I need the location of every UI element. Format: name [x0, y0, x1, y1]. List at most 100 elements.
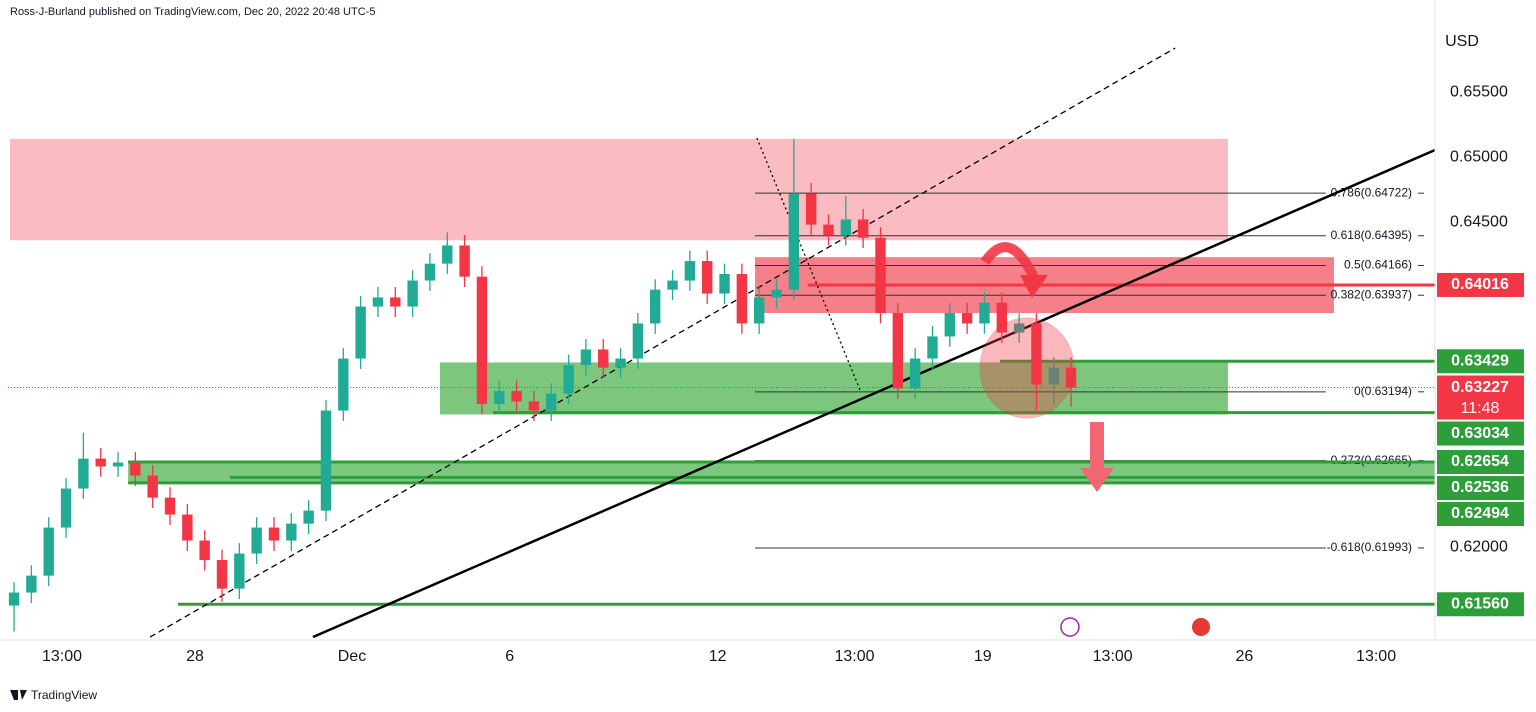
- candle-body: [459, 245, 470, 277]
- candle-body: [251, 527, 262, 554]
- candle-body: [563, 365, 574, 394]
- candle-body: [840, 219, 852, 236]
- candle-body: [927, 336, 938, 359]
- x-tick-label: 6: [505, 648, 514, 665]
- candle-body: [182, 514, 193, 541]
- y-tick-label: 0.62000: [1450, 538, 1508, 555]
- candle-body: [1048, 367, 1059, 385]
- candle-body: [615, 358, 626, 368]
- down-arrow-head: [1080, 468, 1114, 492]
- annotations: [979, 242, 1210, 637]
- candle-body: [476, 276, 488, 405]
- price-label-box: [1437, 476, 1524, 501]
- currency: USD: [1445, 33, 1479, 50]
- candles: [8, 138, 1077, 632]
- candle-body: [875, 237, 886, 314]
- price-label-box: [1437, 421, 1524, 446]
- axes: 13:00 28 Dec 6 12 13:00 19 13:00 26 13:00 0.65500 0…: [42, 83, 1508, 665]
- candle-body: [199, 540, 210, 561]
- price-label: 0.63429: [1451, 352, 1509, 369]
- candle-body: [60, 488, 72, 528]
- candle-body: [771, 289, 782, 298]
- trend-line: [312, 148, 1436, 639]
- price-label: 0.61560: [1451, 595, 1509, 612]
- zone: [439, 362, 1228, 415]
- price-label-box: [1437, 375, 1524, 420]
- x-tick-label: 13:00: [1356, 648, 1396, 665]
- candle-body: [78, 458, 89, 489]
- price-label-box: [1437, 592, 1524, 617]
- candle-body: [684, 261, 696, 281]
- publisher: Ross-J-Burland published on TradingView.…: [10, 6, 375, 18]
- circle-highlight: [979, 317, 1075, 419]
- candle-body: [598, 349, 609, 368]
- fib-label: 0.5(0.64166): [1344, 258, 1412, 272]
- fib-label: 0.786(0.64722): [1331, 185, 1412, 199]
- candle-body: [164, 497, 176, 515]
- candle-body: [632, 323, 644, 359]
- candle-body: [961, 313, 973, 324]
- candle-body: [650, 289, 661, 324]
- x-tick-label: 26: [1235, 648, 1253, 665]
- fib-label: 0.382(0.63937): [1331, 287, 1412, 301]
- candle-body: [667, 280, 678, 290]
- price-label: 0.64016: [1451, 276, 1509, 293]
- countdown: 11:48: [1461, 400, 1500, 417]
- candle-body: [788, 193, 800, 290]
- candle-body: [234, 553, 245, 589]
- candle-body: [857, 219, 869, 238]
- candle-body: [979, 302, 990, 324]
- price-label-box: [1437, 272, 1524, 297]
- candle-body: [130, 462, 141, 476]
- trend-line: [756, 137, 861, 391]
- candle-body: [892, 313, 904, 389]
- event-icon: [1060, 617, 1080, 637]
- fib-label: 0.618(0.64395): [1331, 228, 1412, 242]
- candle-body: [702, 261, 713, 294]
- candle-body: [494, 391, 505, 405]
- logo: [10, 690, 27, 700]
- x-tick-label: 13:00: [1093, 648, 1133, 665]
- y-tick-label: 0.65500: [1450, 83, 1508, 100]
- candle-body: [546, 393, 557, 411]
- price-label: 0.63034: [1451, 425, 1509, 442]
- price-label-box: [1437, 349, 1524, 374]
- candle-body: [355, 306, 366, 359]
- candle-body: [216, 560, 228, 589]
- trend-line: [149, 47, 1176, 638]
- fib-label: 0(0.63194): [1354, 384, 1412, 398]
- candle-body: [753, 297, 765, 324]
- zone: [10, 138, 1228, 241]
- x-tick-label: 13:00: [42, 648, 82, 665]
- y-tick-label: 0.64500: [1450, 213, 1508, 230]
- candle-body: [147, 475, 158, 498]
- price-label: 0.62654: [1451, 453, 1509, 470]
- down-arrow-shaft: [1090, 422, 1104, 470]
- candle-body: [719, 274, 730, 294]
- candle-body: [43, 527, 54, 576]
- price-label: 0.63227: [1451, 379, 1509, 396]
- candle-body: [26, 575, 37, 593]
- candle-body: [8, 592, 20, 606]
- price-labels: 0.64016 0.63429 0.63227 11:48 0.63034 0.62654…: [1437, 272, 1524, 617]
- fib-label: -0.272(0.62665): [1327, 453, 1412, 467]
- price-label-box: [1437, 450, 1524, 475]
- x-tick-label: 12: [709, 648, 727, 665]
- candle-body: [372, 297, 384, 307]
- flag-icon: [1192, 618, 1210, 636]
- candle-body: [303, 510, 314, 524]
- candle-body: [1013, 323, 1025, 333]
- x-tick-label: Dec: [338, 648, 366, 665]
- arrow-head: [1020, 275, 1048, 298]
- x-tick-label: 28: [186, 648, 204, 665]
- price-label: 0.62536: [1451, 479, 1509, 496]
- candle-body: [909, 358, 921, 389]
- x-tick-label: 13:00: [834, 648, 874, 665]
- candle-body: [95, 458, 106, 467]
- candle-body: [112, 462, 124, 467]
- zones: [10, 138, 1436, 483]
- candle-body: [823, 224, 834, 236]
- candle-body: [1031, 323, 1042, 385]
- price-label: 0.62494: [1451, 505, 1509, 522]
